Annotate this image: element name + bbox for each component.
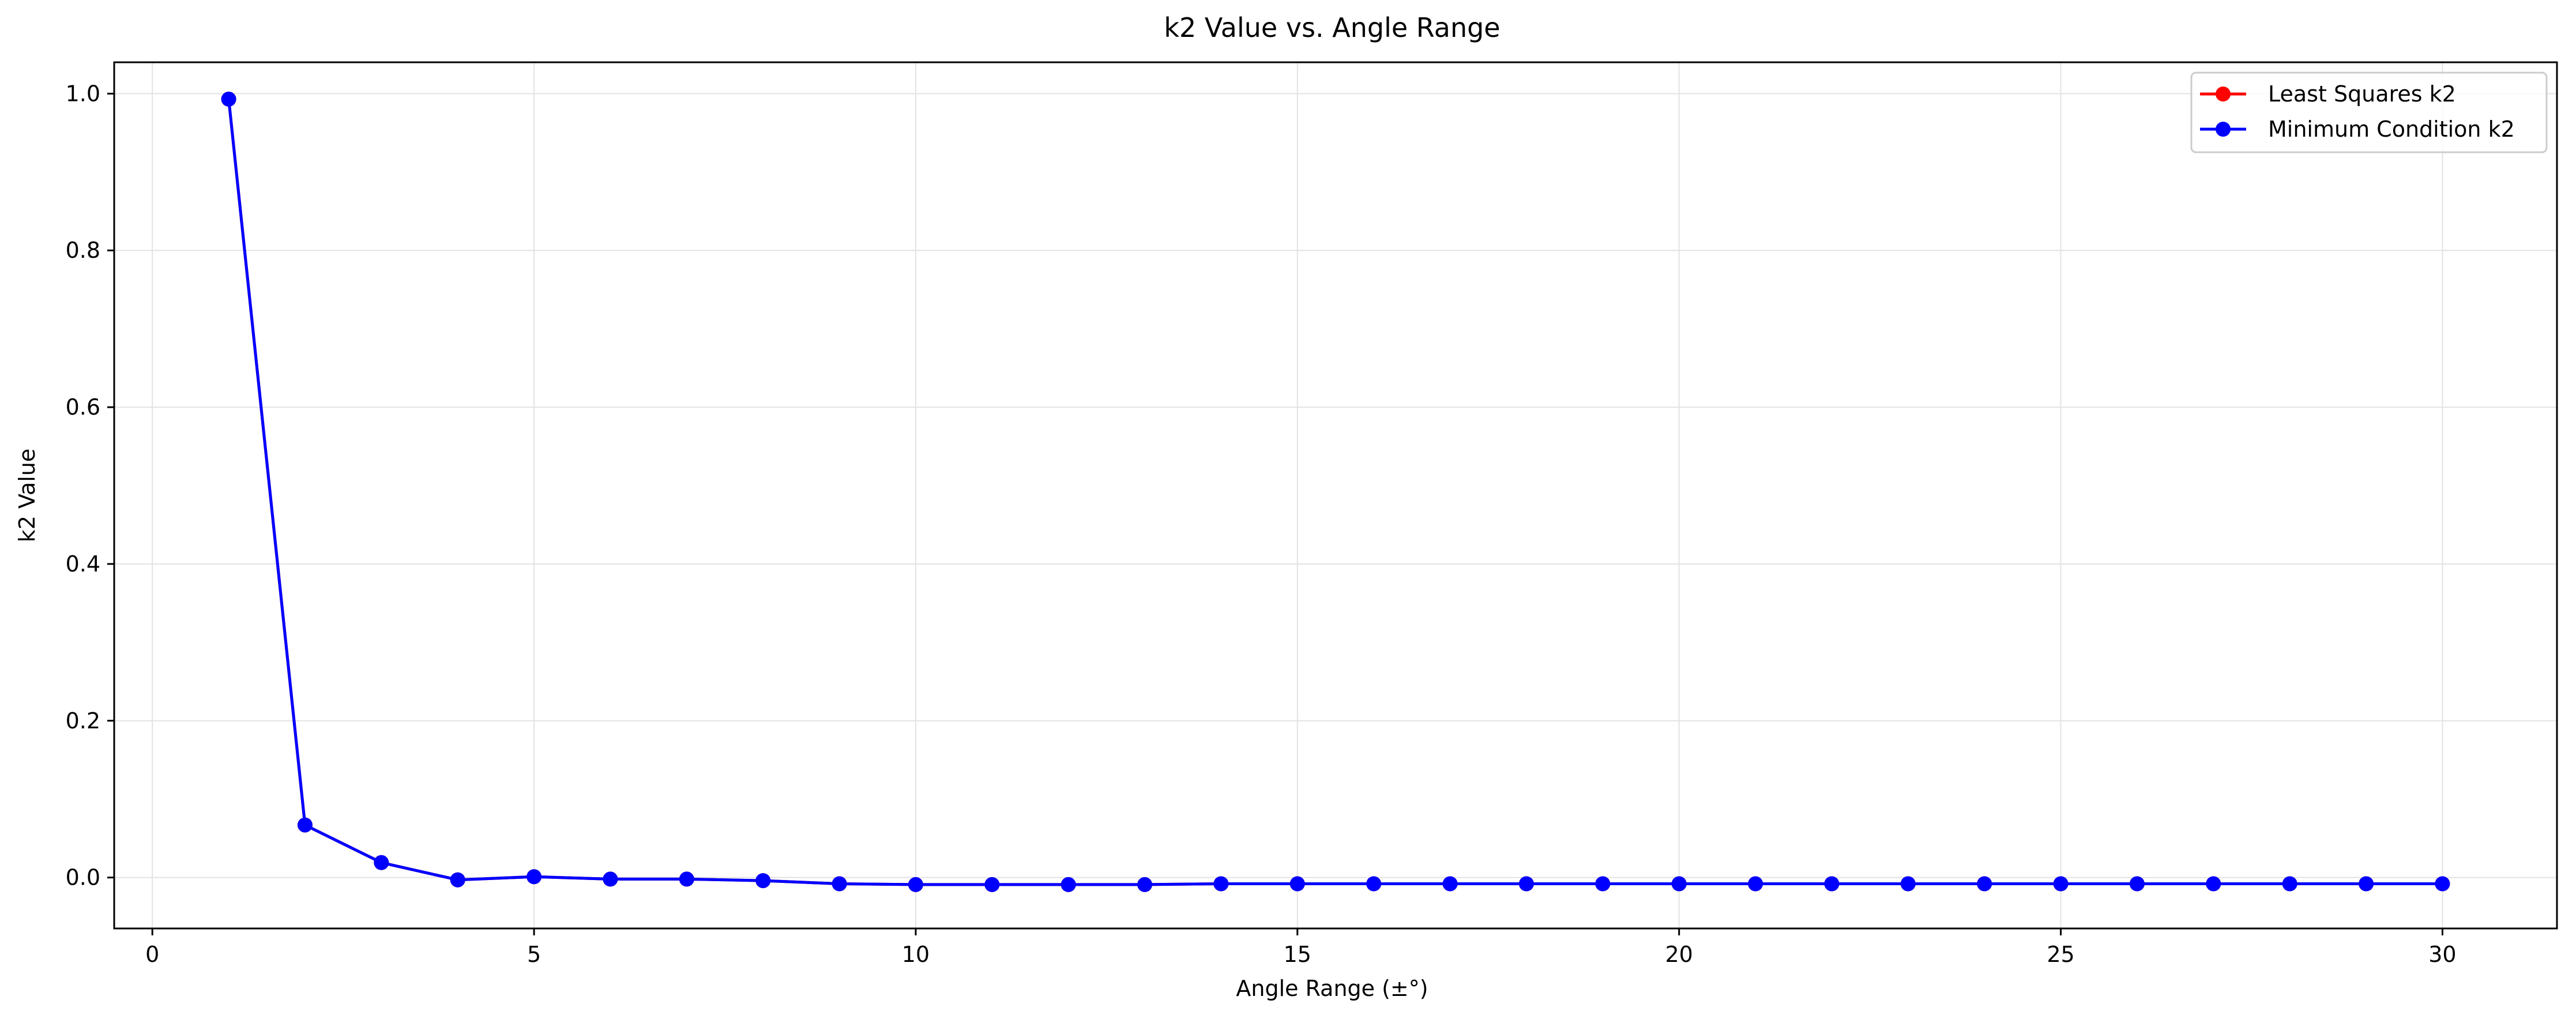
data-point-minimum-condition-k2 <box>2129 876 2145 892</box>
y-tick-label: 0.4 <box>66 551 100 577</box>
x-tick-label: 30 <box>2428 942 2456 967</box>
legend-box <box>2190 72 2548 153</box>
data-point-minimum-condition-k2 <box>1748 876 1763 892</box>
x-axis-label: Angle Range (±°) <box>1236 976 1428 1001</box>
data-point-minimum-condition-k2 <box>1900 876 1916 892</box>
legend-label-least-squares: Least Squares k2 <box>2268 81 2456 107</box>
data-point-minimum-condition-k2 <box>1442 876 1458 892</box>
data-point-minimum-condition-k2 <box>1366 876 1382 892</box>
series-minimum-condition-k2 <box>221 91 2450 892</box>
data-point-minimum-condition-k2 <box>2053 876 2069 892</box>
y-axis: 0.0 0.2 0.4 0.6 0.8 1.0 <box>66 81 114 890</box>
y-tick-label: 0.6 <box>66 394 100 420</box>
data-point-minimum-condition-k2 <box>603 871 618 887</box>
plot-series <box>221 91 2450 892</box>
x-tick-label: 10 <box>902 942 930 967</box>
data-point-minimum-condition-k2 <box>297 817 313 833</box>
data-point-minimum-condition-k2 <box>1595 876 1611 892</box>
x-axis: 0 5 10 15 20 25 30 <box>145 928 2457 967</box>
legend-marker-least-squares <box>2216 87 2231 101</box>
chart-title: k2 Value vs. Angle Range <box>1164 12 1500 43</box>
legend-marker-minimum-condition <box>2216 122 2231 137</box>
data-point-minimum-condition-k2 <box>1289 876 1305 892</box>
data-point-minimum-condition-k2 <box>679 871 694 887</box>
data-point-minimum-condition-k2 <box>221 91 236 107</box>
data-point-minimum-condition-k2 <box>984 877 1000 892</box>
x-tick-label: 5 <box>527 942 541 967</box>
data-point-minimum-condition-k2 <box>450 872 465 888</box>
series-line-minimum-condition-k2 <box>227 99 2443 886</box>
data-point-minimum-condition-k2 <box>755 873 771 889</box>
plot-frame <box>113 61 2558 930</box>
data-point-minimum-condition-k2 <box>1977 876 1992 892</box>
y-tick-label: 0.0 <box>66 865 100 890</box>
data-point-minimum-condition-k2 <box>908 877 923 892</box>
data-point-minimum-condition-k2 <box>832 876 847 892</box>
data-point-minimum-condition-k2 <box>527 869 542 885</box>
legend-label-minimum-condition: Minimum Condition k2 <box>2268 116 2515 142</box>
y-tick-label: 1.0 <box>66 81 100 106</box>
x-tick-label: 0 <box>145 942 159 967</box>
y-axis-label: k2 Value <box>14 449 40 543</box>
data-point-minimum-condition-k2 <box>1671 876 1687 892</box>
data-point-minimum-condition-k2 <box>374 855 389 870</box>
y-tick-label: 0.2 <box>66 708 100 734</box>
data-point-minimum-condition-k2 <box>1061 877 1076 892</box>
data-point-minimum-condition-k2 <box>1824 876 1840 892</box>
data-point-minimum-condition-k2 <box>2359 876 2374 892</box>
data-point-minimum-condition-k2 <box>1518 876 1534 892</box>
y-tick-label: 0.8 <box>66 238 100 263</box>
data-point-minimum-condition-k2 <box>2282 876 2297 892</box>
x-tick-label: 15 <box>1284 942 1311 967</box>
data-point-minimum-condition-k2 <box>2206 876 2221 892</box>
data-point-minimum-condition-k2 <box>1213 876 1229 892</box>
x-tick-label: 20 <box>1665 942 1693 967</box>
data-point-minimum-condition-k2 <box>2435 876 2450 892</box>
data-point-minimum-condition-k2 <box>1137 877 1153 892</box>
legend: Least Squares k2 Minimum Condition k2 <box>2190 72 2548 153</box>
x-tick-label: 25 <box>2047 942 2074 967</box>
